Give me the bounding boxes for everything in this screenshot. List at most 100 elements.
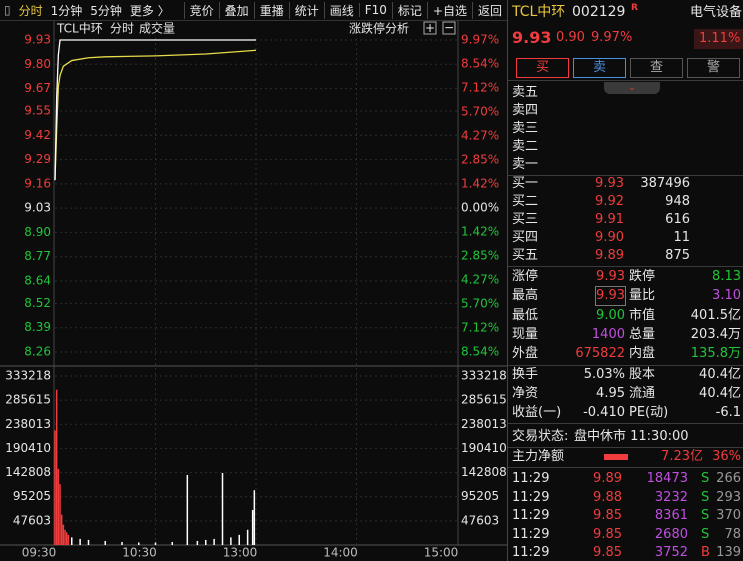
x-tick-label: 10:30 bbox=[122, 546, 157, 560]
toolbar: ▯ 分时 1分钟 5分钟 更多 〉竞价 叠加 重播 统计 画线 F10 标记 +自选 返回 bbox=[0, 0, 507, 21]
main-flow-pct: 36% bbox=[712, 449, 741, 464]
trade-time: 11:29 bbox=[512, 471, 550, 486]
price-tick-label: 9.55 bbox=[24, 103, 51, 117]
bid-label: 买二 bbox=[512, 194, 539, 209]
bid-price: 9.89 bbox=[595, 248, 624, 263]
trade-side: S bbox=[701, 471, 710, 486]
volume-tick-label: 190410 bbox=[5, 441, 51, 455]
price-tick-label: 8.26 bbox=[24, 345, 51, 359]
toolbar-button[interactable]: 画线 bbox=[323, 1, 359, 19]
trade-time: 11:29 bbox=[512, 508, 550, 523]
price-change: 0.90 bbox=[556, 30, 585, 45]
pct-tick-label: 8.54% bbox=[461, 57, 499, 71]
last-price: 9.93 bbox=[512, 28, 552, 47]
intraday-chart: TCL中环 分时 成交量 涨跌停分析 + − 9.93 9.80 9.67 9.55 9… bbox=[0, 20, 507, 560]
pct-tick-label: 7.12% bbox=[461, 321, 499, 335]
x-tick-label: 09:30 bbox=[22, 546, 57, 560]
bid-label: 买一 bbox=[512, 176, 539, 191]
separator bbox=[508, 365, 743, 366]
trade-volume: 3232 bbox=[654, 489, 688, 505]
x-tick-label: 13:00 bbox=[223, 546, 258, 560]
average-line bbox=[54, 49, 257, 181]
trade-side: S bbox=[701, 508, 710, 523]
volume-tick-label: 238013 bbox=[5, 417, 51, 431]
stat-value: 203.4万 bbox=[690, 326, 741, 342]
volume-tick-label: 285615 bbox=[461, 393, 507, 407]
stat-label: 涨停 bbox=[512, 269, 539, 284]
ask-label: 卖二 bbox=[512, 139, 539, 154]
pct-tick-label: 8.54% bbox=[461, 345, 499, 359]
trade-time: 11:29 bbox=[512, 526, 550, 542]
price-tick-label: 8.77 bbox=[24, 249, 51, 263]
stat-label: 内盘 bbox=[629, 346, 656, 362]
stat-label: 换手 bbox=[512, 367, 539, 382]
toolbar-button[interactable]: 返回 bbox=[471, 1, 507, 19]
pct-tick-label: 5.70% bbox=[461, 297, 499, 311]
volume-tick-label: 47603 bbox=[13, 513, 51, 527]
pct-tick-label: 4.27% bbox=[461, 273, 499, 287]
price-tick-label: 8.90 bbox=[24, 225, 51, 239]
stat-label: 市值 bbox=[629, 307, 656, 323]
trade-price: 9.88 bbox=[593, 489, 622, 505]
zoom-in[interactable] bbox=[423, 21, 437, 35]
action-button[interactable]: 查 bbox=[630, 58, 683, 78]
pct-tick-label: 4.27% bbox=[461, 129, 499, 143]
stat-value: 135.8万 bbox=[690, 346, 741, 362]
bid-volume: 875 bbox=[665, 248, 690, 263]
menu-icon[interactable]: ▯ bbox=[4, 3, 11, 17]
status-label: 交易状态: bbox=[512, 429, 569, 444]
separator bbox=[508, 175, 743, 176]
stat-value: 8.13 bbox=[712, 269, 741, 284]
stat-value: 4.95 bbox=[596, 386, 625, 401]
analysis-label: 涨跌停分析 bbox=[349, 21, 409, 36]
stat-label: 流通 bbox=[629, 386, 656, 401]
separator bbox=[508, 80, 743, 81]
toolbar-button[interactable]: 叠加 bbox=[218, 1, 254, 19]
stat-value: 5.03% bbox=[583, 367, 625, 382]
stat-value: 675822 bbox=[575, 346, 625, 362]
trade-side: S bbox=[701, 526, 710, 542]
trade-side: S bbox=[701, 489, 710, 505]
bid-label: 买四 bbox=[512, 230, 539, 245]
toolbar-button[interactable]: 标记 bbox=[391, 1, 427, 19]
pct-tick-label: 1.42% bbox=[461, 177, 499, 191]
trade-volume: 18473 bbox=[646, 471, 688, 486]
price-tick-label: 8.64 bbox=[24, 274, 51, 288]
stat-label: 外盘 bbox=[512, 346, 539, 362]
bid-price: 9.91 bbox=[595, 212, 624, 227]
trade-volume: 2680 bbox=[654, 526, 688, 542]
collapse-tab[interactable]: ⌄ bbox=[604, 82, 660, 94]
volume-tick-label: 47603 bbox=[461, 513, 499, 527]
period-tab[interactable]: 5分钟 bbox=[90, 3, 122, 18]
zoom-out[interactable] bbox=[442, 21, 456, 35]
period-tab[interactable]: 分时 bbox=[18, 3, 43, 18]
period-tab[interactable]: 更多 〉 bbox=[129, 3, 170, 18]
trade-price: 9.85 bbox=[593, 508, 622, 523]
period-tab[interactable]: 1分钟 bbox=[50, 3, 83, 18]
price-tick-label: 9.80 bbox=[24, 57, 51, 71]
volume-tick-label: 285615 bbox=[5, 393, 51, 407]
trade-side: B bbox=[701, 545, 710, 560]
toolbar-button[interactable]: +自选 bbox=[426, 1, 472, 19]
volume-tick-label: 333218 bbox=[5, 369, 51, 383]
toolbar-button[interactable]: 统计 bbox=[288, 1, 324, 19]
stat-label: 净资 bbox=[512, 386, 539, 401]
toolbar-button[interactable]: 竞价 bbox=[183, 1, 219, 19]
bid-price: 9.92 bbox=[595, 194, 624, 209]
action-button[interactable]: 警 bbox=[687, 58, 740, 78]
toolbar-button[interactable]: 重播 bbox=[253, 1, 289, 19]
price-tick-label: 9.29 bbox=[24, 152, 51, 166]
stat-value: 40.4亿 bbox=[699, 367, 741, 382]
pct-tick-label: 2.85% bbox=[461, 249, 499, 263]
x-tick-label: 15:00 bbox=[424, 546, 459, 560]
action-button[interactable]: 卖 bbox=[573, 58, 626, 78]
toolbar-button[interactable]: F10 bbox=[358, 3, 392, 17]
ask-label: 卖五 bbox=[512, 85, 539, 100]
separator bbox=[508, 423, 743, 424]
trade-time: 11:29 bbox=[512, 545, 550, 560]
volume-tick-label: 142808 bbox=[5, 465, 51, 479]
action-button[interactable]: 买 bbox=[516, 58, 569, 78]
price-line bbox=[54, 39, 256, 181]
stat-label: 收益(一) bbox=[512, 405, 562, 420]
trade-count: 370 bbox=[716, 508, 741, 523]
